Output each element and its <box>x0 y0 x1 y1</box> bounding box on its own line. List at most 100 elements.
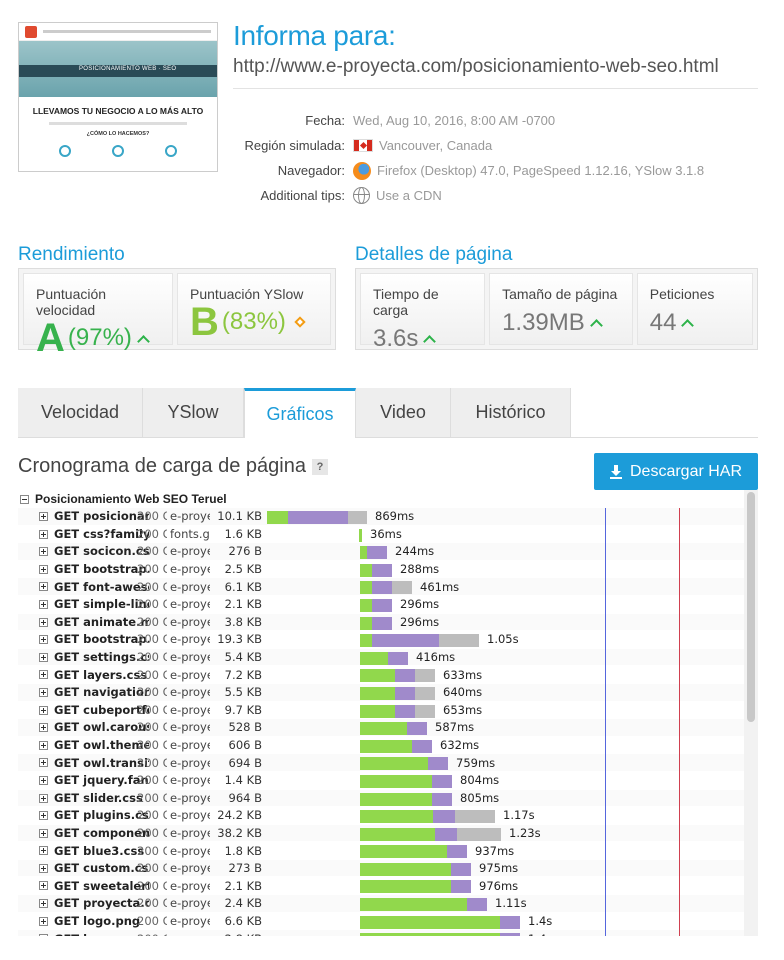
expand-icon[interactable] <box>39 617 48 627</box>
report-url[interactable]: http://www.e-proyecta.com/posicionamient… <box>233 56 719 77</box>
receive-segment <box>428 757 448 771</box>
timing-bar <box>360 862 471 876</box>
wait-segment <box>360 880 451 894</box>
expand-icon[interactable] <box>39 582 48 592</box>
waterfall-scrollbar[interactable] <box>744 490 758 936</box>
wait-segment <box>360 686 395 700</box>
tab-video[interactable]: Video <box>356 388 451 437</box>
receive-segment <box>500 933 520 936</box>
expand-icon[interactable] <box>39 652 48 662</box>
expand-icon[interactable] <box>39 687 48 697</box>
timing-bar <box>360 898 487 912</box>
page-screenshot-thumbnail: POSICIONAMIENTO WEB · SEO LLEVAMOS TU NE… <box>18 22 218 172</box>
expand-icon[interactable] <box>39 670 48 680</box>
expand-icon[interactable] <box>39 740 48 750</box>
timing-bar <box>360 880 471 894</box>
other-segment <box>455 810 495 824</box>
collapse-icon[interactable] <box>20 494 29 504</box>
request-name: GET logonegro.png <box>54 932 149 936</box>
load-time-value: 3.6s <box>373 325 419 352</box>
expand-icon[interactable] <box>39 599 48 609</box>
expand-icon[interactable] <box>39 758 48 768</box>
request-domain: e-proyecta.com <box>170 544 210 559</box>
expand-icon[interactable] <box>39 547 48 557</box>
request-time: 805ms <box>460 790 500 805</box>
waterfall-group-header[interactable]: Posicionamiento Web SEO Teruel <box>18 490 758 508</box>
expand-icon[interactable] <box>39 934 48 936</box>
thumbnail-nav-links <box>43 30 211 33</box>
receive-segment <box>372 616 392 630</box>
tab-graficos[interactable]: Gráficos <box>244 388 356 438</box>
tab-yslow[interactable]: YSlow <box>143 388 244 437</box>
request-status: 200 OK <box>137 544 167 559</box>
expand-icon[interactable] <box>39 828 48 838</box>
expand-icon[interactable] <box>39 529 48 539</box>
meta-value: Wed, Aug 10, 2016, 8:00 AM -0700 <box>353 113 556 128</box>
request-time: 244ms <box>395 544 435 559</box>
expand-icon[interactable] <box>39 846 48 856</box>
arrow-up-icon <box>589 319 603 332</box>
expand-icon[interactable] <box>39 635 48 645</box>
expand-icon[interactable] <box>39 899 48 909</box>
download-har-button[interactable]: Descargar HAR <box>594 453 758 490</box>
expand-icon[interactable] <box>39 881 48 891</box>
timing-bar <box>360 933 520 936</box>
expand-icon[interactable] <box>39 564 48 574</box>
tab-velocidad[interactable]: Velocidad <box>18 388 143 437</box>
expand-icon[interactable] <box>39 863 48 873</box>
scroll-thumb[interactable] <box>747 492 755 722</box>
requests-value: 44 <box>649 309 677 336</box>
timing-bar <box>360 546 387 560</box>
waterfall-row[interactable]: GET posicionamiento-web-seo.html200 OKe-… <box>18 508 758 526</box>
expand-icon[interactable] <box>39 705 48 715</box>
receive-segment <box>372 581 392 595</box>
request-size: 5.5 KB <box>224 685 262 700</box>
expand-icon[interactable] <box>39 723 48 733</box>
wait-segment <box>360 634 372 648</box>
request-size: 1.6 KB <box>224 526 262 541</box>
thumbnail-banner-text: POSICIONAMIENTO WEB · SEO <box>79 66 177 72</box>
wait-segment <box>360 792 432 806</box>
wait-segment <box>360 845 447 859</box>
expand-icon[interactable] <box>39 775 48 785</box>
wait-segment <box>360 915 500 929</box>
request-status: 200 OK <box>137 755 167 770</box>
yslow-score-label: Puntuación YSlow <box>190 286 304 302</box>
expand-icon[interactable] <box>39 512 48 521</box>
expand-icon[interactable] <box>39 793 48 803</box>
request-time: 937ms <box>475 843 515 858</box>
receive-segment <box>433 810 455 824</box>
request-domain: e-proyecta.com <box>170 843 210 858</box>
request-domain: e-proyecta.com <box>170 579 210 594</box>
request-time: 759ms <box>456 755 496 770</box>
wait-segment <box>360 827 435 841</box>
tab-historico[interactable]: Histórico <box>451 388 571 437</box>
help-icon[interactable]: ? <box>311 458 328 475</box>
expand-icon[interactable] <box>39 811 48 821</box>
expand-icon[interactable] <box>39 916 48 926</box>
